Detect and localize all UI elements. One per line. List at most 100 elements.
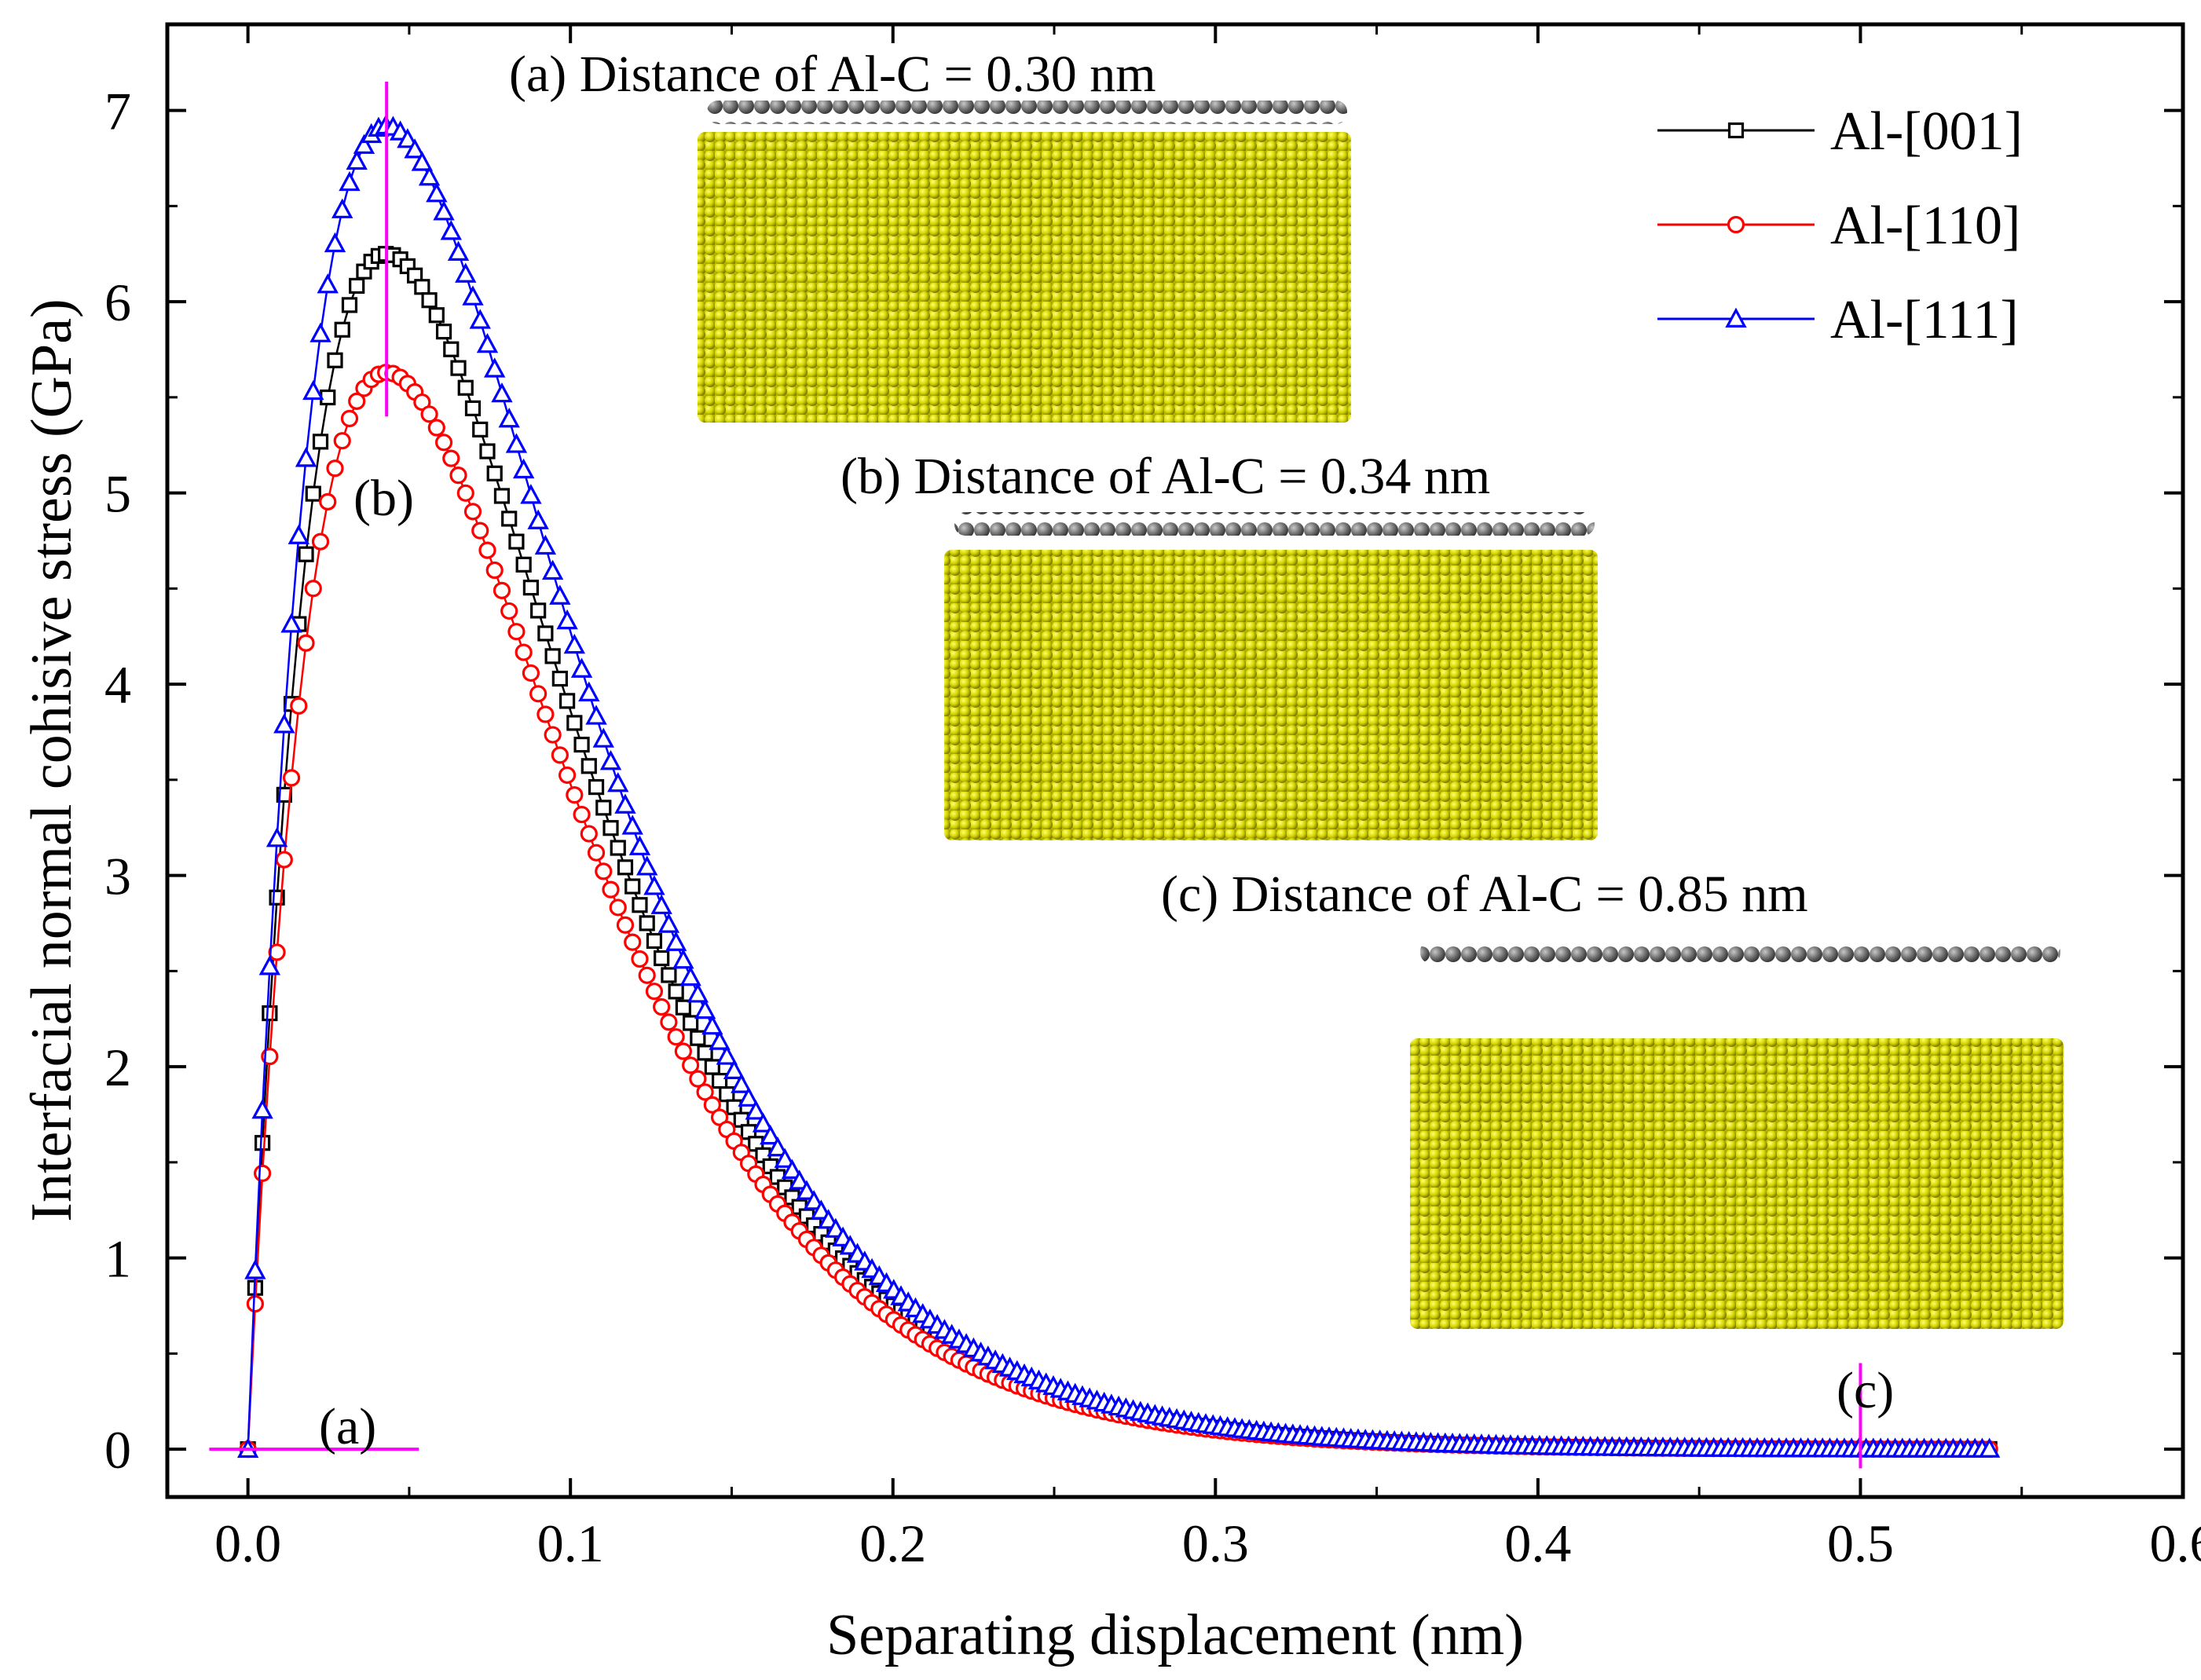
data-point <box>530 602 547 619</box>
data-point <box>527 509 549 529</box>
x-tick-label: 0.3 <box>1182 1513 1249 1573</box>
data-point <box>512 458 535 479</box>
data-point <box>320 389 336 406</box>
data-point <box>515 643 533 661</box>
data-point <box>418 166 441 186</box>
legend-marker <box>1725 307 1747 328</box>
data-point <box>1978 1437 2001 1458</box>
legend: Al-[001] Al-[110] Al-[111] <box>1657 101 2023 350</box>
data-point <box>709 1030 731 1050</box>
data-point <box>537 705 555 723</box>
data-point <box>302 379 324 401</box>
data-point <box>731 1073 753 1093</box>
data-point <box>420 405 438 423</box>
data-point <box>599 750 622 770</box>
data-point <box>650 894 672 914</box>
data-point <box>522 664 540 683</box>
x-axis-label: Separating displacement (nm) <box>826 1603 1524 1667</box>
data-point <box>428 307 445 324</box>
data-point <box>711 1072 728 1089</box>
data-point <box>479 443 496 459</box>
data-point <box>464 400 482 416</box>
data-point <box>244 1259 266 1279</box>
data-point <box>632 897 648 913</box>
data-point <box>694 998 716 1019</box>
data-point <box>573 736 590 753</box>
data-point <box>258 955 281 975</box>
data-point <box>298 546 314 562</box>
data-point <box>317 273 339 294</box>
inset-b-carbon-layer <box>954 512 1595 536</box>
data-point <box>404 138 426 159</box>
data-point <box>551 746 569 764</box>
data-point <box>287 524 309 544</box>
data-point <box>353 134 375 154</box>
data-point <box>668 983 684 1000</box>
x-axis-ticks: 0.0 0.1 0.2 0.3 0.4 0.5 0.6 <box>214 24 2201 1573</box>
data-point <box>309 322 331 342</box>
data-point <box>745 1100 767 1120</box>
data-point <box>580 758 597 774</box>
data-point <box>551 670 568 687</box>
state-markers <box>209 82 1862 1469</box>
data-point <box>246 1294 264 1313</box>
y-axis-ticks: 0 1 2 3 4 5 6 7 <box>104 82 2183 1480</box>
data-point <box>456 484 474 502</box>
data-point <box>781 1158 804 1179</box>
data-point <box>580 825 598 843</box>
data-point <box>674 1042 692 1060</box>
data-point <box>624 878 641 895</box>
data-point <box>544 648 561 664</box>
data-point <box>723 1059 745 1079</box>
data-point <box>295 447 317 467</box>
data-point <box>566 715 583 731</box>
data-point <box>752 1112 775 1133</box>
data-point <box>508 533 525 550</box>
data-point <box>803 1190 825 1210</box>
y-tick-label: 4 <box>104 655 131 715</box>
annotation-a: (a) Distance of Al-C = 0.30 nm <box>509 46 1156 103</box>
y-tick-label: 6 <box>104 273 131 332</box>
y-tick-label: 5 <box>104 464 131 524</box>
inset-c-carbon-layer <box>1420 940 2060 964</box>
data-point <box>645 983 664 1001</box>
data-point <box>760 1124 782 1145</box>
legend-item: Al-[110] <box>1657 196 2020 256</box>
data-point <box>810 1199 833 1220</box>
data-point <box>421 292 438 309</box>
data-point <box>311 533 330 551</box>
inset-a <box>698 101 1351 423</box>
data-point <box>348 392 366 410</box>
data-point <box>609 899 627 917</box>
data-point <box>486 465 503 481</box>
data-point <box>614 793 636 814</box>
data-point <box>341 297 358 313</box>
data-point <box>280 613 302 633</box>
data-point <box>675 999 691 1016</box>
data-point <box>697 1045 713 1061</box>
data-point <box>457 379 474 396</box>
data-point <box>595 800 612 816</box>
data-point <box>696 1083 714 1101</box>
inset-b <box>944 512 1598 840</box>
data-point <box>319 492 337 511</box>
data-point <box>592 727 614 748</box>
marker-label-b: (b) <box>353 470 414 527</box>
y-axis-label: Interfacial normal cohisive stress (GPa) <box>20 298 84 1221</box>
data-point <box>689 1070 707 1088</box>
data-point <box>478 541 496 559</box>
legend-item: Al-[001] <box>1657 101 2023 162</box>
data-point <box>541 559 564 580</box>
x-tick-label: 0.6 <box>2150 1513 2201 1573</box>
data-point <box>617 859 634 876</box>
x-tick-label: 0.2 <box>859 1513 926 1573</box>
data-point <box>638 966 656 984</box>
legend-marker <box>1727 122 1745 139</box>
data-point <box>660 1013 678 1031</box>
data-point <box>573 805 591 824</box>
data-point <box>449 467 467 485</box>
data-point <box>566 786 584 804</box>
data-point <box>282 769 301 787</box>
y-tick-label: 7 <box>104 82 131 141</box>
